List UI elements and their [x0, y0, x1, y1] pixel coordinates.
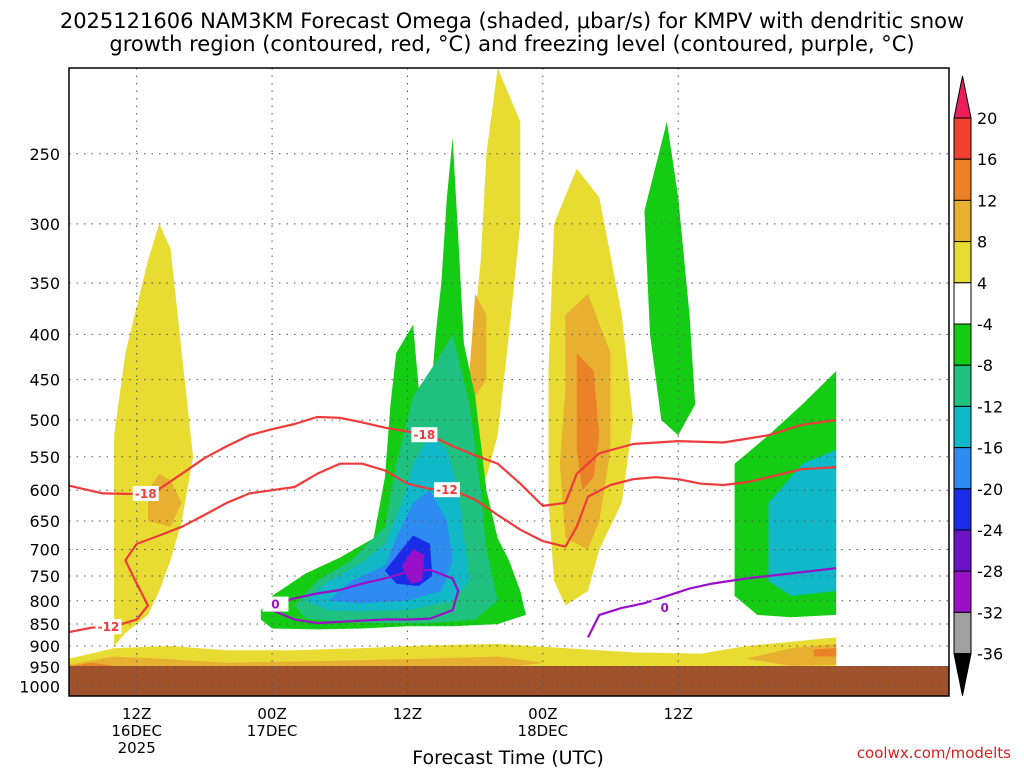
colorbar: 20 16 12 8 4 -4 -8 -12 -16 -20 -24 -28 -32 -36: [953, 75, 1003, 696]
y-tick-label: 300: [29, 215, 60, 234]
x-tick-label: 12Z: [664, 705, 693, 723]
omega-plus-8-upper-central: [469, 293, 487, 397]
y-tick-label: 250: [29, 145, 60, 164]
contour-label: -12: [98, 620, 120, 634]
x-tick-label: 18DEC: [518, 722, 569, 740]
x-tick-label: 17DEC: [247, 722, 298, 740]
contour-label-bg-2: [95, 619, 122, 635]
colorbar-label: -12: [977, 397, 1003, 416]
colorbar-label: 8: [977, 233, 987, 252]
contour-label-bg-4: [262, 596, 289, 612]
chart-title-line-2: growth region (contoured, red, °C) and f…: [109, 32, 914, 56]
colorbar-label: 4: [977, 274, 987, 293]
contour-label: -18: [414, 428, 436, 442]
y-tick-label: 500: [29, 411, 60, 430]
y-tick-label: 650: [29, 512, 60, 531]
omega-minus-28-core: [401, 549, 425, 584]
terrain-ground: [69, 666, 949, 696]
colorbar-segment: [953, 241, 972, 284]
contour-label: 0: [661, 601, 669, 615]
y-tick-label: 800: [29, 592, 60, 611]
y-tick-label: 750: [29, 567, 60, 586]
colorbar-label: -8: [977, 356, 993, 375]
colorbar-top-arrow: [953, 75, 972, 119]
colorbar-segment: [953, 282, 972, 325]
colorbar-label: -28: [977, 562, 1003, 581]
x-tick-label: 16DEC: [111, 722, 162, 740]
colorbar-segment: [953, 158, 972, 201]
contour-label: 0: [271, 598, 279, 612]
omega-plus-12-low-east: [813, 648, 837, 657]
contour-label: -12: [436, 483, 458, 497]
x-tick-label: 00Z: [528, 705, 557, 723]
colorbar-label: -4: [977, 315, 993, 334]
contour-dendritic-minus-12: [68, 462, 837, 634]
x-tick-label: 12Z: [122, 705, 151, 723]
colorbar-label: 20: [977, 109, 997, 128]
colorbar-segment: [953, 364, 972, 407]
colorbar-label: -36: [977, 645, 1003, 664]
contour-freezing-level-0: [265, 568, 460, 625]
omega-shading: [69, 68, 837, 677]
y-tick-label: 400: [29, 325, 60, 344]
colorbar-segment: [953, 447, 972, 490]
colorbar-label: -20: [977, 480, 1003, 499]
y-tick-label: 1000: [19, 678, 60, 697]
colorbar-segment: [953, 488, 972, 531]
colorbar-segment: [953, 199, 972, 243]
colorbar-label: 16: [977, 150, 997, 169]
y-tick-label: 450: [29, 371, 60, 390]
colorbar-segment: [953, 323, 972, 366]
colorbar-label: -32: [977, 603, 1003, 622]
colorbar-segment: [953, 570, 972, 613]
omega-plus-12-right-column: [576, 353, 600, 491]
omega-minus-12-east: [768, 449, 837, 596]
plot-frame: [68, 67, 950, 697]
contour-freezing-level-0-east: [587, 567, 837, 638]
x-axis-title: Forecast Time (UTC): [412, 747, 603, 768]
credit-text: coolwx.com/modelts: [857, 744, 1011, 762]
y-tick-label: 850: [29, 615, 60, 634]
x-tick-label: 00Z: [257, 705, 286, 723]
colorbar-segment: [953, 117, 972, 160]
y-tick-label: 950: [29, 658, 60, 677]
y-tick-label: 600: [29, 481, 60, 500]
y-tick-label: 700: [29, 540, 60, 559]
colorbar-bottom-arrow: [953, 653, 972, 696]
contour-label: -18: [135, 487, 157, 501]
colorbar-label: -24: [977, 521, 1003, 540]
omega-plus-4-west-column: [114, 223, 194, 647]
contours: -18 -18 -12 -12 0 0: [68, 415, 837, 638]
colorbar-segment: [953, 529, 972, 572]
plot-area: -18 -18 -12 -12 0 0: [68, 67, 950, 697]
chart-title-line-1: 2025121606 NAM3KM Forecast Omega (shaded…: [60, 9, 964, 33]
x-tick-label: 12Z: [393, 705, 422, 723]
omega-minus-4-northeast: [644, 121, 696, 436]
contour-label-bg-1: [411, 427, 438, 443]
y-tick-label: 900: [29, 637, 60, 656]
colorbar-label: 12: [977, 191, 997, 210]
x-tick-label: 2025: [118, 739, 156, 757]
colorbar-segment: [953, 611, 972, 655]
y-tick-label: 350: [29, 274, 60, 293]
y-axis: 250 300 350 400 450 500 550 600 650 700 750 800 850 9…: [19, 145, 60, 697]
contour-label-bg-3: [433, 482, 460, 498]
colorbar-segment: [953, 405, 972, 449]
contour-label-bg-5: [651, 599, 678, 615]
colorbar-label: -16: [977, 439, 1003, 458]
contour-label-bg-0: [132, 486, 159, 502]
y-tick-label: 550: [29, 448, 60, 467]
